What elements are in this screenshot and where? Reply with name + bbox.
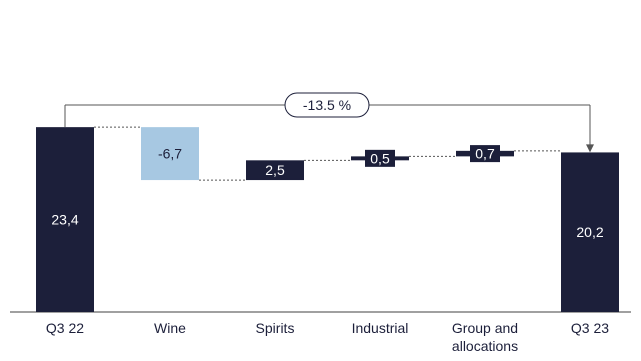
category-label: allocations xyxy=(452,338,518,354)
bracket-arrow-icon xyxy=(586,144,594,153)
category-label: Group and xyxy=(452,320,518,336)
value-label: 23,4 xyxy=(51,212,78,228)
value-label-tag xyxy=(365,149,395,167)
bar xyxy=(141,127,199,181)
value-label: 2,5 xyxy=(265,162,285,178)
category-label: Spirits xyxy=(256,320,295,336)
category-label: Q3 23 xyxy=(571,320,609,336)
value-label: 0,7 xyxy=(475,146,495,162)
category-label: Q3 22 xyxy=(46,320,84,336)
bracket-label: -13.5 % xyxy=(303,97,351,113)
bracket-label-pill xyxy=(284,92,370,118)
value-label-tag xyxy=(470,145,500,163)
category-label: Wine xyxy=(154,320,186,336)
category-label: Industrial xyxy=(352,320,409,336)
bar xyxy=(36,127,94,312)
value-label: 0,5 xyxy=(370,150,390,166)
value-label-tag xyxy=(246,161,304,179)
value-label: -6,7 xyxy=(158,146,182,162)
bar xyxy=(561,152,619,312)
value-label: 20,2 xyxy=(576,224,603,240)
